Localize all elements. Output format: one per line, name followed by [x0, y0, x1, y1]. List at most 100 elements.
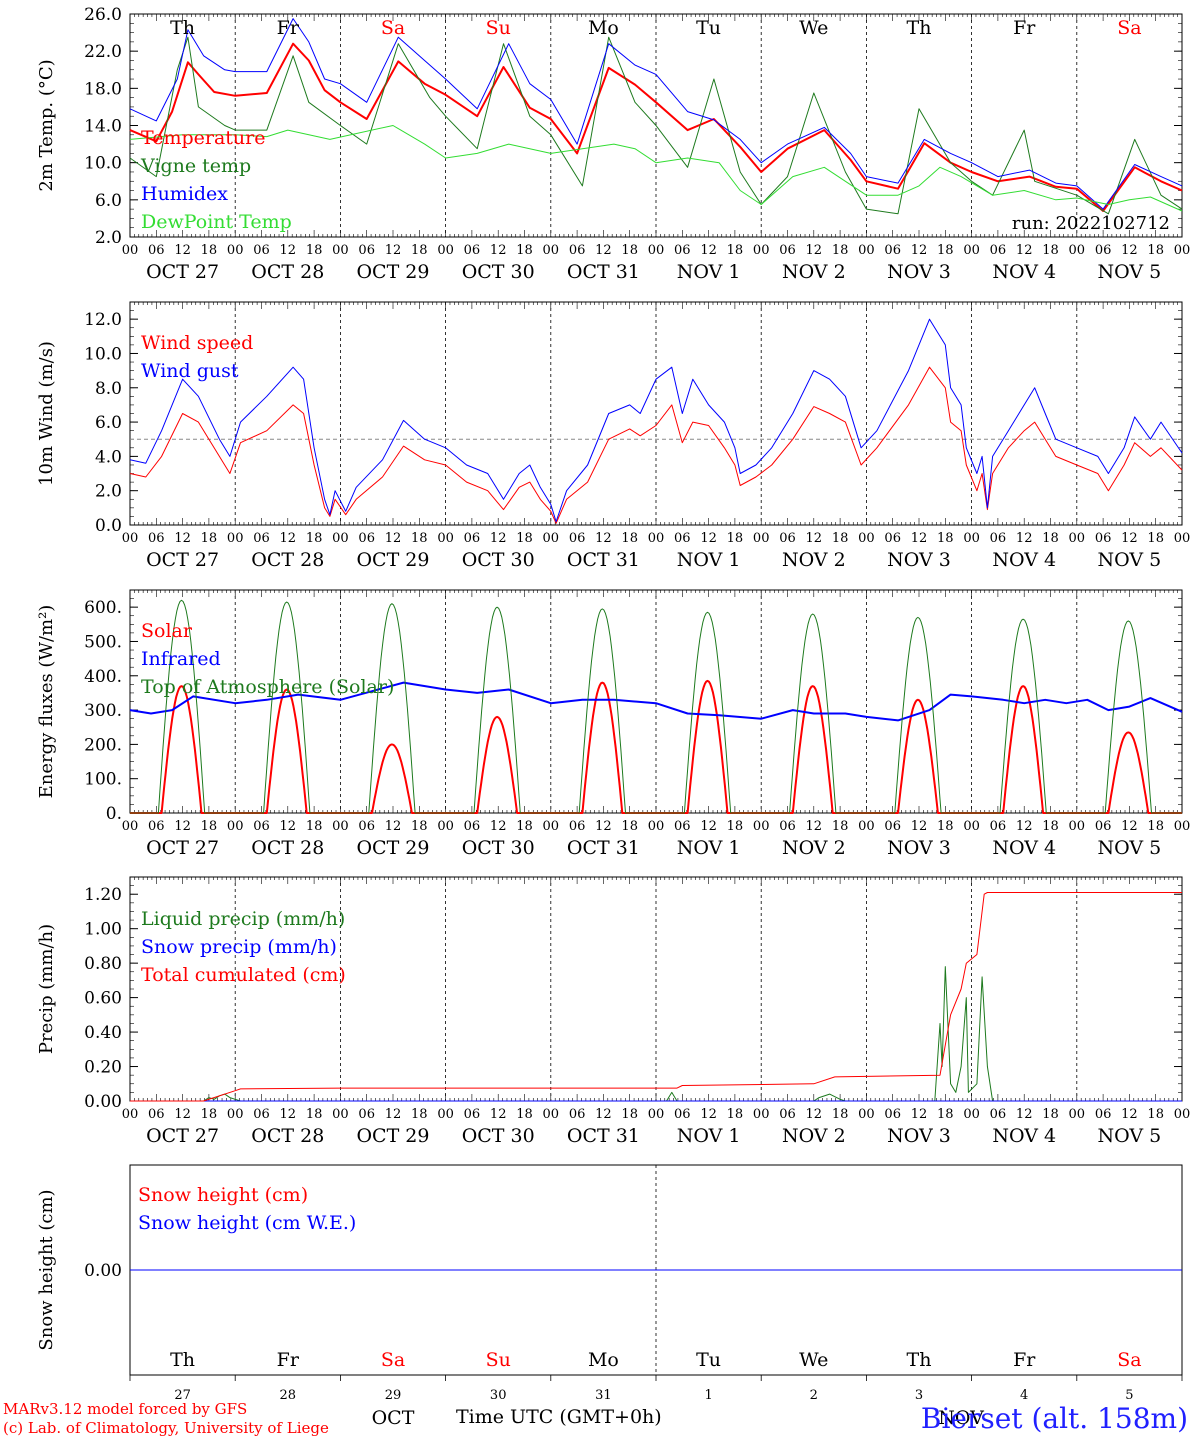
hour-label: 12 — [280, 531, 297, 546]
hour-label: 00 — [332, 1107, 349, 1122]
date-label: OCT 28 — [251, 1125, 324, 1147]
hour-label: 06 — [464, 243, 481, 258]
hour-label: 18 — [832, 819, 849, 834]
hour-label: 00 — [437, 243, 454, 258]
weekday-label: We — [799, 17, 828, 39]
hour-label: 06 — [1095, 819, 1112, 834]
hour-label: 12 — [1121, 1107, 1138, 1122]
hour-label: 00 — [1174, 819, 1191, 834]
hour-label: 12 — [490, 243, 507, 258]
date-label: NOV 4 — [992, 549, 1056, 571]
day-number: 4 — [1020, 1388, 1028, 1403]
hour-label: 00 — [1069, 243, 1086, 258]
day-number: 3 — [915, 1388, 923, 1403]
y-tick-label: 10.0 — [84, 344, 122, 364]
legend-entry: Total cumulated (cm) — [141, 964, 346, 986]
hour-label: 00 — [227, 243, 244, 258]
date-label: OCT 31 — [567, 261, 640, 283]
hour-label: 12 — [1121, 819, 1138, 834]
hour-label: 18 — [937, 1107, 954, 1122]
hour-label: 18 — [832, 1107, 849, 1122]
hour-label: 12 — [806, 531, 823, 546]
hour-label: 06 — [990, 243, 1007, 258]
series-line — [129, 125, 1183, 212]
legend-entry: Infrared — [141, 648, 221, 670]
hour-label: 12 — [911, 1107, 928, 1122]
hour-label: 12 — [806, 1107, 823, 1122]
y-tick-label: 4.0 — [95, 447, 122, 467]
date-label: NOV 3 — [887, 549, 951, 571]
date-label: OCT 29 — [356, 837, 429, 859]
hour-label: 00 — [332, 531, 349, 546]
hour-label: 06 — [779, 819, 796, 834]
hour-label: 18 — [306, 1107, 323, 1122]
y-tick-label: 300. — [84, 701, 122, 721]
model-credit: MARv3.12 model forced by GFS — [3, 1400, 248, 1418]
weekday-label: Fr — [277, 17, 300, 39]
legend-entry: Temperature — [141, 127, 265, 149]
hour-label: 00 — [1069, 819, 1086, 834]
y-tick-label: 0.0 — [95, 516, 122, 536]
hour-label: 18 — [621, 531, 638, 546]
weekday-label: Sa — [381, 17, 405, 39]
hour-label: 18 — [516, 243, 533, 258]
hour-label: 18 — [1042, 243, 1059, 258]
hour-label: 12 — [911, 819, 928, 834]
hour-label: 00 — [858, 819, 875, 834]
date-label: OCT 29 — [356, 549, 429, 571]
date-label: NOV 2 — [782, 549, 846, 571]
date-label: NOV 5 — [1098, 549, 1162, 571]
plot-frame — [129, 301, 1183, 526]
hour-label: 12 — [806, 243, 823, 258]
y-tick-label: 0.80 — [84, 954, 122, 974]
y-tick-label: 2.0 — [95, 482, 122, 502]
hour-label: 06 — [884, 819, 901, 834]
legend-entry: Top of Atmosphere (Solar) — [141, 676, 394, 698]
y-tick-label: 8.0 — [95, 379, 122, 399]
hour-label: 18 — [201, 531, 218, 546]
weekday-label: We — [799, 1349, 828, 1371]
legend-entry: Snow height (cm) — [138, 1184, 308, 1206]
run-label: run: 2022102712 — [1012, 213, 1170, 234]
series-line — [129, 366, 1183, 524]
hour-label: 06 — [253, 243, 270, 258]
hour-label: 18 — [727, 1107, 744, 1122]
date-label: OCT 30 — [462, 837, 535, 859]
hour-label: 06 — [990, 531, 1007, 546]
y-tick-label: 100. — [84, 770, 122, 790]
weekday-label: Fr — [1013, 1349, 1036, 1371]
legend-entry: Wind speed — [141, 332, 253, 354]
hour-label: 00 — [122, 531, 139, 546]
hour-label: 00 — [858, 531, 875, 546]
date-label: OCT 27 — [146, 549, 219, 571]
date-label: OCT 28 — [251, 837, 324, 859]
legend-entry: Wind gust — [141, 360, 239, 382]
hour-label: 18 — [411, 1107, 428, 1122]
y-tick-label: 1.20 — [84, 885, 122, 905]
date-label: OCT 29 — [356, 1125, 429, 1147]
day-number: 5 — [1125, 1388, 1133, 1403]
hour-label: 00 — [227, 1107, 244, 1122]
hour-label: 12 — [385, 531, 402, 546]
hour-label: 18 — [411, 243, 428, 258]
date-label: OCT 30 — [462, 549, 535, 571]
hour-label: 00 — [963, 531, 980, 546]
hour-label: 06 — [148, 531, 165, 546]
hour-label: 00 — [753, 1107, 770, 1122]
y-tick-label: 0.00 — [84, 1261, 122, 1281]
y-tick-label: 0.00 — [84, 1092, 122, 1112]
hour-label: 06 — [884, 243, 901, 258]
hour-label: 12 — [700, 819, 717, 834]
date-label: NOV 3 — [887, 837, 951, 859]
y-tick-label: 10.0 — [84, 154, 122, 174]
hour-label: 18 — [1042, 531, 1059, 546]
hour-label: 06 — [253, 819, 270, 834]
hour-label: 18 — [1147, 531, 1164, 546]
date-label: NOV 3 — [887, 261, 951, 283]
hour-label: 06 — [569, 243, 586, 258]
hour-label: 06 — [674, 819, 691, 834]
hour-label: 06 — [464, 531, 481, 546]
weekday-label: Tu — [696, 17, 721, 39]
hour-label: 18 — [1147, 243, 1164, 258]
hour-label: 18 — [621, 243, 638, 258]
